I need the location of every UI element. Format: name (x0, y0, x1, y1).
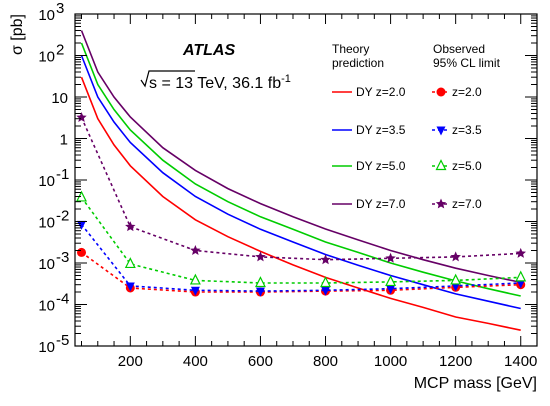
observed-line-4 (80, 117, 521, 261)
observed-point-3 (450, 273, 462, 285)
legend-observed-label: z=7.0 (452, 197, 482, 211)
legend-theory-label: DY z=5.0 (356, 159, 406, 173)
energy-annotation: s = 13 TeV, 36.1 fb-1 (140, 70, 291, 92)
observed-point-4 (320, 254, 331, 265)
legend-observed-marker (435, 198, 447, 209)
observed-point-3 (320, 276, 331, 288)
observed-point-2 (321, 286, 331, 296)
y-tick-exponent: 3 (56, 0, 64, 17)
y-tick-base: 10 (38, 173, 55, 190)
x-axis-title: MCP mass [GeV] (414, 375, 537, 392)
plot-series (76, 30, 527, 331)
y-tick-base: 10 (38, 7, 55, 24)
energy-exponent: -1 (281, 73, 291, 85)
legend-observed-label: z=2.0 (452, 85, 482, 99)
observed-point-2 (125, 282, 135, 292)
y-tick-base: 1 (60, 132, 68, 149)
observed-point-3 (385, 275, 397, 287)
legend-theory-label: DY z=2.0 (356, 85, 406, 99)
y-tick-exponent: -1 (56, 166, 69, 183)
legend-theory-label: DY z=7.0 (356, 197, 406, 211)
observed-point-4 (450, 251, 461, 262)
observed-point-4 (76, 112, 87, 122)
observed-point-2 (386, 285, 396, 295)
legend-entries: DY z=2.0 DY z=3.5 DY z=5.0 DY z=7.0 z=2.0 z=3… (332, 85, 482, 211)
legend-observed-marker (436, 87, 446, 97)
x-tick-label: 800 (313, 353, 338, 370)
observed-point-3 (254, 276, 266, 288)
x-tick-label: 200 (118, 353, 143, 370)
observed-point-3 (189, 273, 201, 285)
x-tick-label: 600 (248, 353, 273, 370)
y-tick-base: 10 (38, 49, 55, 66)
y-tick-label: 10 (38, 215, 55, 232)
observed-line-2 (80, 223, 521, 292)
legend-observed-marker (435, 159, 447, 171)
legend-observed-label: z=5.0 (452, 159, 482, 173)
x-tick-label: 1000 (374, 353, 407, 370)
legend-observed-header-2: 95% CL limit (433, 56, 501, 70)
y-axis-title: σ [pb] (9, 14, 26, 55)
legend-theory-header-1: Theory (332, 42, 369, 56)
legend: Theory prediction Observed 95% CL limit … (332, 42, 501, 211)
y-tick-label: 10 (38, 173, 55, 190)
energy-text: s = 13 TeV, 36.1 fb (149, 75, 281, 92)
y-tick-label: 1 (60, 132, 68, 149)
observed-line-3 (80, 196, 521, 284)
legend-theory-header-2: prediction (332, 56, 384, 70)
y-tick-exponent: -3 (56, 249, 69, 266)
y-tick-label: 10 (51, 90, 68, 107)
y-tick-label: 10 (38, 7, 55, 24)
y-tick-exponent: -5 (56, 332, 69, 349)
observed-point-2 (451, 282, 461, 292)
x-tick-label: 400 (183, 353, 208, 370)
legend-observed-label: z=3.5 (452, 123, 482, 137)
y-tick-label: 10 (38, 256, 55, 273)
legend-theory-label: DY z=3.5 (356, 123, 406, 137)
observed-point-3 (515, 270, 527, 282)
y-tick-label: 10 (38, 339, 55, 356)
observed-line-1 (81, 251, 521, 293)
observed-point-4 (515, 247, 526, 258)
y-tick-exponent: -4 (56, 291, 69, 308)
observed-point-4 (255, 251, 266, 262)
y-tick-base: 10 (51, 90, 68, 107)
sqrt-symbol (140, 70, 195, 88)
y-tick-base: 10 (38, 298, 55, 315)
observed-point-4 (385, 252, 396, 263)
observed-point-2 (190, 286, 200, 296)
y-tick-base: 10 (38, 215, 55, 232)
x-tick-label: 1400 (504, 353, 537, 370)
experiment-label: ATLAS (182, 42, 235, 59)
svg-text:s = 13 TeV, 36.1 fb-1: s = 13 TeV, 36.1 fb-1 (149, 73, 291, 92)
y-tick-base: 10 (38, 339, 55, 356)
axes: 200 400 600 800 1000 1200 140010-510-410-310-2… (9, 0, 538, 392)
observed-point-4 (125, 221, 136, 232)
theory-line-2 (80, 55, 521, 310)
y-tick-exponent: 2 (56, 42, 64, 59)
observed-point-3 (124, 257, 136, 269)
y-tick-label: 10 (38, 49, 55, 66)
x-tick-label: 1200 (439, 353, 472, 370)
observed-point-2 (516, 279, 526, 289)
observed-point-1 (77, 247, 87, 257)
plot-area (76, 30, 527, 331)
legend-observed-marker (436, 126, 446, 136)
legend-observed-header-1: Observed (433, 42, 485, 56)
y-tick-exponent: -2 (56, 208, 69, 225)
observed-point-4 (190, 245, 201, 255)
y-tick-label: 10 (38, 298, 55, 315)
theory-line-4 (80, 30, 521, 284)
theory-line-3 (80, 42, 521, 297)
y-tick-base: 10 (38, 256, 55, 273)
observed-point-2 (255, 287, 265, 297)
